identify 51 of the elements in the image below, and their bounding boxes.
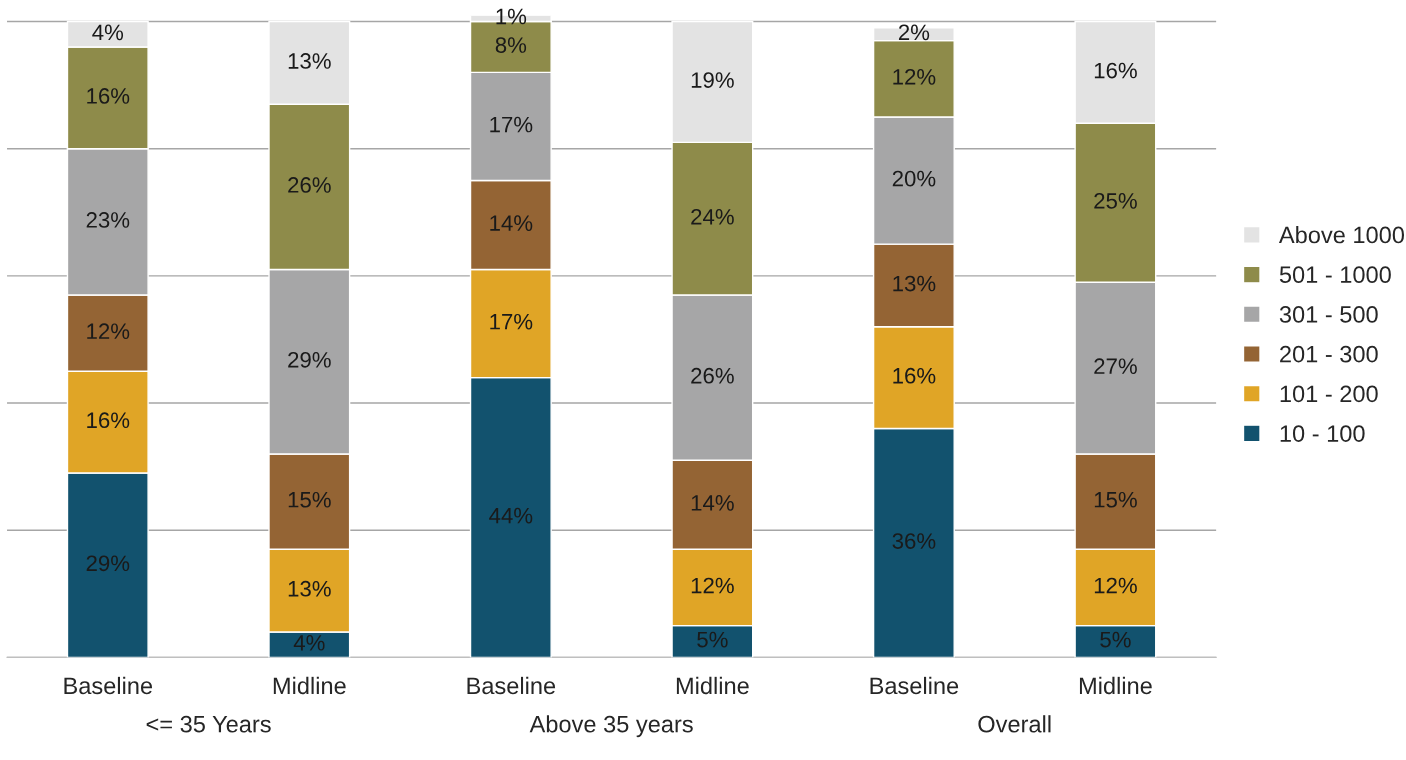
data-label: 13% — [288, 580, 331, 597]
data-label: 1% — [496, 8, 527, 25]
data-label: 5% — [1100, 631, 1131, 648]
data-label: 36% — [892, 533, 936, 549]
data-label: 27% — [1094, 358, 1137, 374]
data-label: 15% — [1094, 491, 1137, 508]
data-label: 25% — [1094, 193, 1137, 209]
x-tick-label: Midline — [1079, 676, 1152, 695]
data-label: 29% — [288, 351, 331, 368]
data-label: 16% — [87, 88, 130, 104]
data-label: 44% — [489, 507, 533, 524]
legend-label: 101 - 200 — [1280, 385, 1378, 403]
legend-label: 501 - 1000 — [1279, 266, 1391, 284]
data-label: 17% — [490, 116, 533, 133]
data-label: 20% — [892, 170, 936, 187]
data-label: 2% — [898, 24, 930, 41]
text: <= 35 Years — [146, 715, 271, 733]
x-tick-label: Midline — [273, 676, 346, 695]
data-label: 15% — [288, 491, 331, 508]
data-label: 12% — [87, 323, 130, 339]
data-label: 5% — [697, 631, 728, 648]
data-label: 17% — [490, 313, 533, 330]
legend-label: 301 - 500 — [1279, 306, 1378, 323]
data-label: 13% — [288, 53, 331, 69]
legend-label: 201 - 300 — [1280, 345, 1378, 363]
data-label: 16% — [1094, 62, 1137, 79]
x-tick-label: Baseline — [64, 676, 153, 695]
data-label: 26% — [288, 177, 331, 193]
data-label: 14% — [691, 495, 734, 511]
x-tick-label: Baseline — [870, 676, 959, 695]
data-label: 26% — [691, 367, 734, 384]
data-label: 14% — [490, 215, 533, 231]
legend-label: 10 - 100 — [1280, 425, 1365, 442]
legend-label: Above 1000 — [1278, 226, 1405, 244]
data-label: 12% — [1094, 577, 1137, 594]
data-label: 4% — [92, 24, 124, 41]
data-label: 12% — [893, 69, 936, 85]
data-label: 4% — [293, 635, 325, 651]
text: Above 35 years — [529, 715, 693, 738]
text: Overall — [978, 715, 1051, 733]
data-label: 23% — [86, 212, 130, 228]
x-tick-label: Baseline — [467, 676, 556, 695]
x-tick-label: Midline — [676, 676, 749, 695]
data-label: 12% — [691, 577, 734, 594]
data-label: 13% — [893, 275, 936, 292]
data-label: 8% — [495, 37, 527, 53]
data-label: 24% — [691, 208, 734, 225]
data-label: 16% — [87, 412, 130, 429]
data-label: 16% — [893, 367, 936, 384]
data-label: 19% — [691, 72, 734, 88]
data-label: 29% — [86, 555, 130, 572]
